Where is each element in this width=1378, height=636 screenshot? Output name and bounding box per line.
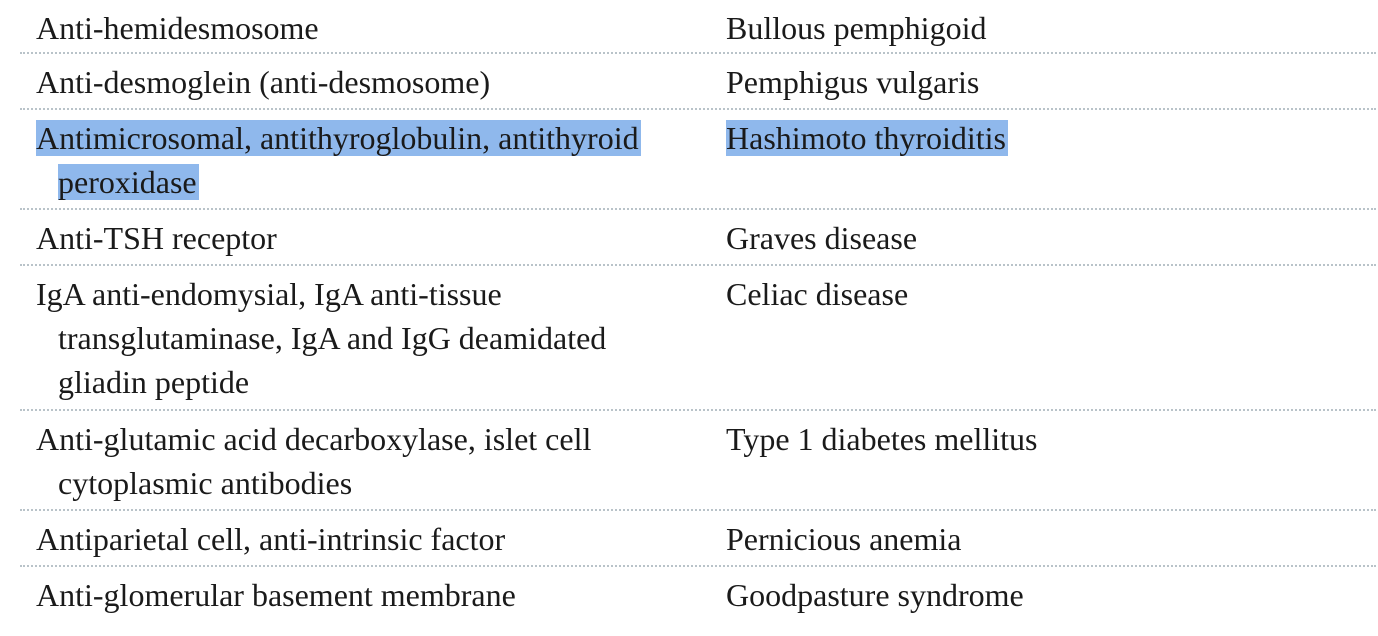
disease-text: Type 1 diabetes mellitus — [726, 421, 1038, 457]
antibody-text: Anti-glutamic acid decarboxylase, islet … — [36, 421, 592, 501]
antibody-cell[interactable]: IgA anti-endomysial, IgA anti-tissue tra… — [20, 272, 680, 409]
antibody-cell[interactable]: Anti-glutamic acid decarboxylase, islet … — [20, 417, 680, 509]
disease-cell[interactable]: Pernicious anemia — [724, 517, 1376, 565]
antibody-text: Anti-TSH receptor — [36, 220, 277, 256]
antibody-cell[interactable]: Antimicrosomal, antithyroglobulin, antit… — [20, 116, 724, 208]
disease-text: Pemphigus vulgaris — [726, 64, 980, 100]
antibody-text: IgA anti-endomysial, IgA anti-tissue tra… — [36, 276, 607, 400]
table-row: Anti-glutamic acid decarboxylase, islet … — [20, 411, 1376, 511]
disease-cell[interactable]: Bullous pemphigoid — [724, 6, 1376, 52]
antibody-cell[interactable]: Anti-glomerular basement membrane — [20, 573, 724, 623]
disease-text: Pernicious anemia — [726, 521, 962, 557]
antibody-cell[interactable]: Antiparietal cell, anti-intrinsic factor — [20, 517, 724, 565]
antibody-text: Antiparietal cell, anti-intrinsic factor — [36, 521, 506, 557]
table-row-selected: Antimicrosomal, antithyroglobulin, antit… — [20, 110, 1376, 210]
antibody-text: Anti-glomerular basement membrane — [36, 577, 516, 613]
disease-text: Graves disease — [726, 220, 918, 256]
antibody-cell[interactable]: Anti-TSH receptor — [20, 216, 724, 264]
selected-disease-text: Hashimoto thyroiditis — [726, 120, 1008, 156]
autoantibody-disease-table: Anti-hemidesmosome Bullous pemphigoid An… — [20, 0, 1376, 623]
antibody-cell[interactable]: Anti-hemidesmosome — [20, 6, 724, 52]
disease-cell[interactable]: Hashimoto thyroiditis — [724, 116, 1376, 208]
antibody-text: Anti-desmoglein (anti-desmosome) — [36, 64, 491, 100]
table-row: Anti-glomerular basement membrane Goodpa… — [20, 567, 1376, 623]
disease-cell[interactable]: Pemphigus vulgaris — [724, 60, 1376, 108]
disease-cell[interactable]: Goodpasture syndrome — [724, 573, 1376, 623]
disease-text: Celiac disease — [726, 276, 909, 312]
disease-text: Bullous pemphigoid — [726, 10, 987, 46]
table-row: Anti-desmoglein (anti-desmosome) Pemphig… — [20, 54, 1376, 110]
table-row: Anti-TSH receptor Graves disease — [20, 210, 1376, 266]
table-row: Anti-hemidesmosome Bullous pemphigoid — [20, 0, 1376, 54]
disease-cell[interactable]: Celiac disease — [680, 272, 1376, 409]
disease-cell[interactable]: Type 1 diabetes mellitus — [680, 417, 1376, 509]
antibody-text: Anti-hemidesmosome — [36, 10, 319, 46]
table-row: Antiparietal cell, anti-intrinsic factor… — [20, 511, 1376, 567]
disease-text: Goodpasture syndrome — [726, 577, 1024, 613]
disease-cell[interactable]: Graves disease — [724, 216, 1376, 264]
selected-antibody-text: Antimicrosomal, antithyroglobulin, antit… — [36, 120, 641, 200]
antibody-cell[interactable]: Anti-desmoglein (anti-desmosome) — [20, 60, 724, 108]
table-row: IgA anti-endomysial, IgA anti-tissue tra… — [20, 266, 1376, 411]
